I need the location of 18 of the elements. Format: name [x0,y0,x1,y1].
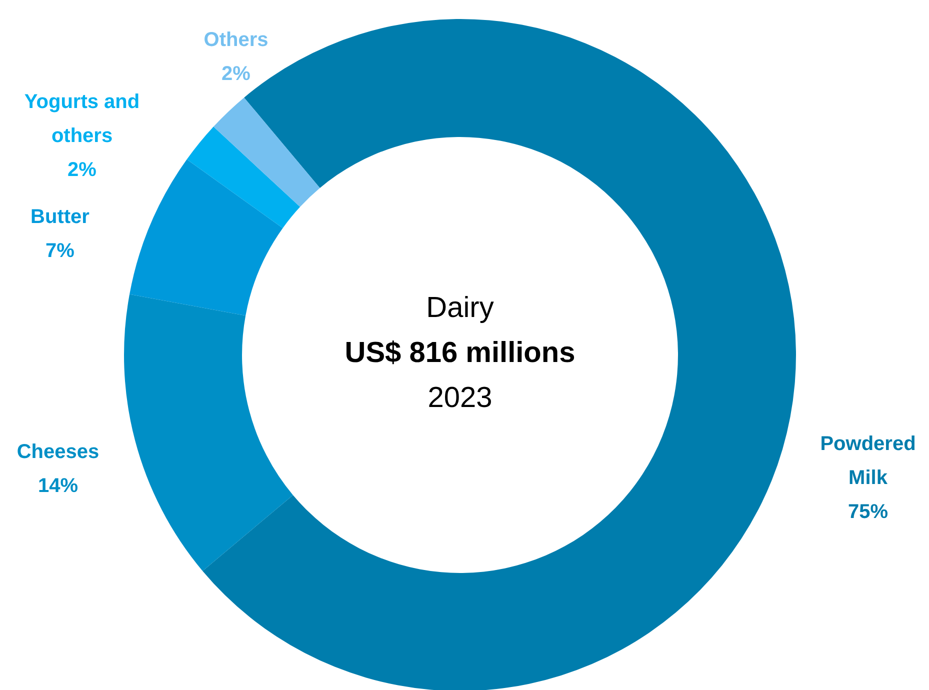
text: Dairy [426,292,494,324]
data-label: 2% [68,159,97,181]
slice-label: Others [204,29,268,51]
slice-label: Butter [30,206,90,228]
data-label: 14% [38,475,78,497]
data-label: 7% [46,240,75,262]
data-label: 75% [848,501,888,523]
donut-slice [202,20,796,690]
donut-slice [213,98,320,207]
text: 2023 [428,382,492,414]
donut-slice [186,126,300,228]
slice-label: Cheeses [16,441,100,463]
donut-slice [130,159,283,316]
text: US$ 816 millions [344,337,576,369]
donut-slice [124,294,293,571]
slice-label: Yogurts and others [24,91,140,147]
data-label: 2% [222,63,251,85]
slice-label: Powdered Milk [820,433,916,489]
